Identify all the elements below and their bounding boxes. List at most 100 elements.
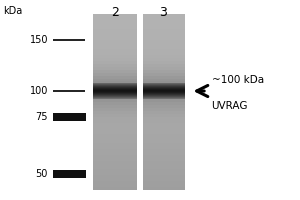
Bar	[93, 83, 136, 84]
Bar	[93, 26, 136, 29]
Bar	[142, 35, 184, 37]
Bar	[142, 37, 184, 40]
Bar	[142, 92, 184, 93]
Bar	[93, 79, 136, 81]
Bar	[142, 128, 184, 131]
Bar	[142, 123, 184, 125]
Bar	[142, 85, 184, 86]
Bar	[142, 55, 184, 58]
Bar	[93, 84, 136, 85]
Bar	[142, 20, 184, 23]
Bar	[93, 49, 136, 52]
Bar	[142, 111, 184, 114]
Bar	[52, 113, 86, 121]
Bar	[93, 111, 136, 114]
Bar	[93, 87, 136, 88]
Bar	[142, 90, 184, 91]
Bar	[93, 128, 136, 131]
Text: 50: 50	[36, 169, 48, 179]
Bar	[142, 84, 184, 85]
Bar	[93, 86, 136, 87]
Bar	[142, 125, 184, 128]
Bar	[142, 87, 184, 90]
Bar	[93, 131, 136, 134]
Bar	[142, 158, 184, 161]
Bar	[142, 52, 184, 55]
Bar	[93, 164, 136, 167]
Bar	[142, 32, 184, 35]
Bar	[93, 114, 136, 117]
Bar	[142, 178, 184, 181]
Bar	[142, 43, 184, 46]
Bar	[142, 98, 184, 99]
Bar	[93, 105, 136, 108]
Bar	[93, 76, 136, 79]
Bar	[93, 88, 136, 89]
Bar	[93, 67, 136, 70]
Bar	[142, 70, 184, 73]
Bar	[93, 93, 136, 94]
Bar	[142, 105, 184, 108]
Bar	[142, 134, 184, 137]
Bar	[142, 96, 184, 99]
Bar	[93, 167, 136, 169]
Bar	[142, 58, 184, 61]
Bar	[93, 93, 136, 96]
Bar	[93, 95, 136, 96]
Text: 3: 3	[159, 6, 167, 19]
Bar	[93, 85, 136, 86]
Bar	[142, 83, 184, 84]
Bar	[142, 131, 184, 134]
Bar	[142, 102, 184, 105]
Bar	[93, 29, 136, 32]
Bar	[93, 120, 136, 123]
Bar	[52, 170, 86, 178]
Bar	[93, 143, 136, 146]
Bar	[93, 134, 136, 137]
Text: ~100 kDa: ~100 kDa	[212, 75, 264, 85]
Bar	[142, 108, 184, 111]
Bar	[93, 149, 136, 152]
Bar	[93, 40, 136, 43]
Bar	[142, 84, 184, 87]
Bar	[142, 120, 184, 123]
Bar	[93, 89, 136, 90]
Bar	[142, 161, 184, 164]
Bar	[142, 97, 184, 98]
Text: 75: 75	[35, 112, 48, 122]
Bar	[142, 29, 184, 32]
Bar	[142, 93, 184, 96]
Bar	[93, 137, 136, 140]
Bar	[93, 102, 136, 105]
Bar	[93, 94, 136, 95]
Bar	[142, 140, 184, 143]
Bar	[142, 87, 184, 88]
Bar	[142, 90, 184, 93]
Text: UVRAG: UVRAG	[212, 101, 248, 111]
Bar	[142, 172, 184, 175]
Bar	[93, 175, 136, 178]
Bar	[93, 99, 136, 102]
Bar	[142, 117, 184, 120]
Bar	[142, 93, 184, 94]
Bar	[142, 181, 184, 184]
Bar	[142, 14, 184, 17]
Bar	[142, 46, 184, 49]
Bar	[93, 58, 136, 61]
Bar	[142, 99, 184, 102]
Bar	[142, 149, 184, 152]
Bar	[93, 97, 136, 98]
Text: kDa: kDa	[3, 6, 22, 16]
Bar	[142, 88, 184, 89]
Bar	[142, 86, 184, 87]
Bar	[142, 114, 184, 117]
Bar	[93, 84, 136, 87]
Bar	[142, 146, 184, 149]
Bar	[93, 96, 136, 99]
Bar	[93, 46, 136, 49]
Bar	[93, 181, 136, 184]
Bar	[93, 169, 136, 172]
Bar	[93, 91, 136, 92]
Bar	[142, 152, 184, 155]
Bar	[93, 155, 136, 158]
